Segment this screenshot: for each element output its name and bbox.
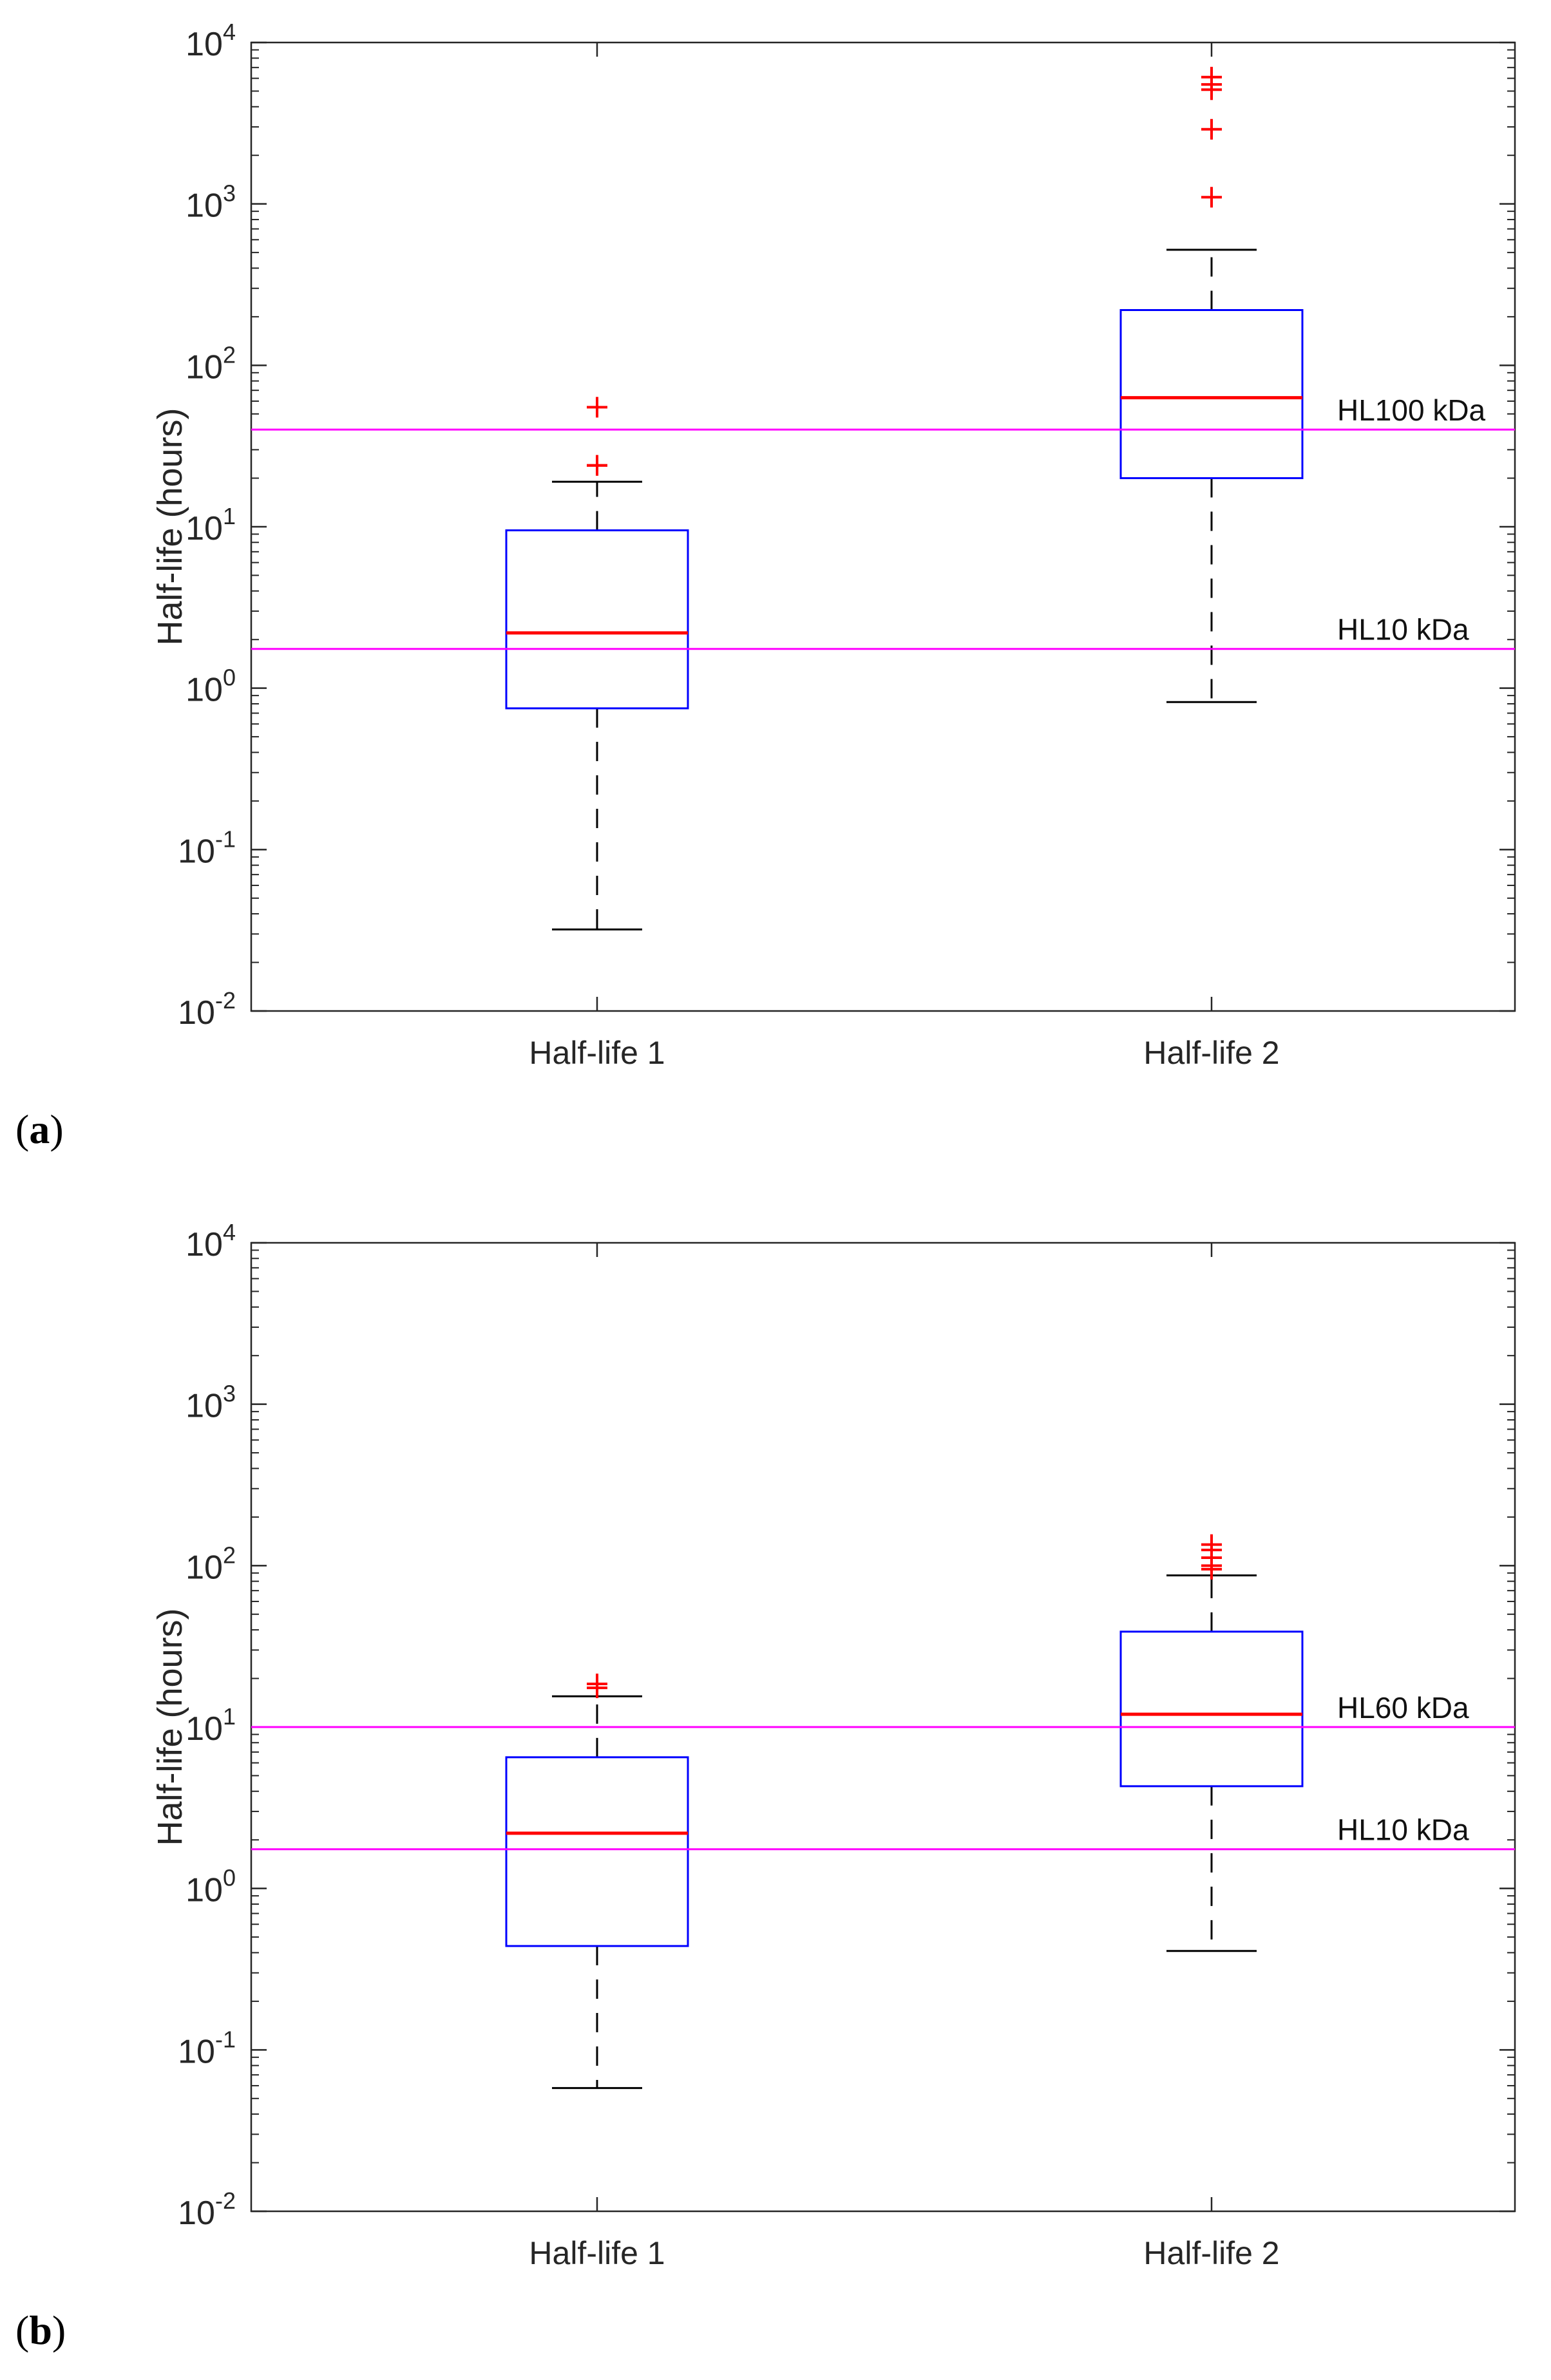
outlier-marker — [1201, 1534, 1222, 1555]
x-tick-label: Half-life 1 — [529, 2235, 665, 2271]
box-iqr — [505, 529, 689, 710]
outlier-marker — [1201, 66, 1222, 88]
outlier-marker — [587, 397, 607, 418]
y-tick-label: 102 — [186, 341, 236, 386]
box-iqr — [1119, 1630, 1304, 1788]
x-tick-label: Half-life 1 — [529, 1035, 665, 1071]
reference-line-label: HL60 kDa — [1337, 1691, 1469, 1724]
y-tick-label: 103 — [186, 1381, 236, 1425]
outlier-marker — [587, 1674, 607, 1695]
x-tick-label: Half-life 2 — [1143, 2235, 1279, 2271]
panel-label-a: (a) — [15, 1106, 64, 1152]
chart-panel-a: 10-2 10-1 100 101 102 103 104 Half-life 1 Half-l… — [151, 19, 1516, 1071]
y-tick-label: 101 — [186, 1703, 236, 1748]
y-tick-label: 10-1 — [178, 2026, 236, 2070]
y-tick-label: 102 — [186, 1542, 236, 1586]
y-tick-label: 104 — [186, 1219, 236, 1263]
y-tick-label: 101 — [186, 503, 236, 547]
outlier-marker — [1201, 118, 1222, 140]
y-tick-label: 100 — [186, 665, 236, 709]
reference-line-label: HL10 kDa — [1337, 1813, 1469, 1847]
y-tick-label: 10-1 — [178, 826, 236, 870]
reference-line-label: HL100 kDa — [1337, 393, 1486, 427]
y-tick-label: 104 — [186, 19, 236, 63]
y-axis-label: Half-life (hours) — [151, 1608, 189, 1846]
reference-line-label: HL10 kDa — [1337, 613, 1469, 647]
y-axis-label: Half-life (hours) — [151, 408, 189, 645]
y-tick-label: 10-2 — [178, 2187, 236, 2232]
chart-panel-b: 10-2 10-1 100 101 102 103 104 Half-life 1 Half-l… — [151, 1219, 1516, 2271]
y-tick-label: 100 — [186, 1865, 236, 1909]
box-iqr — [505, 1756, 689, 1947]
axes-frame — [250, 41, 1516, 1012]
outlier-marker — [1201, 187, 1222, 208]
y-tick-label: 103 — [186, 180, 236, 225]
panel-label-b: (b) — [15, 2307, 66, 2353]
outlier-marker — [587, 455, 607, 476]
box-iqr — [1119, 308, 1304, 480]
y-tick-label: 10-2 — [178, 987, 236, 1032]
x-tick-label: Half-life 2 — [1143, 1035, 1279, 1071]
